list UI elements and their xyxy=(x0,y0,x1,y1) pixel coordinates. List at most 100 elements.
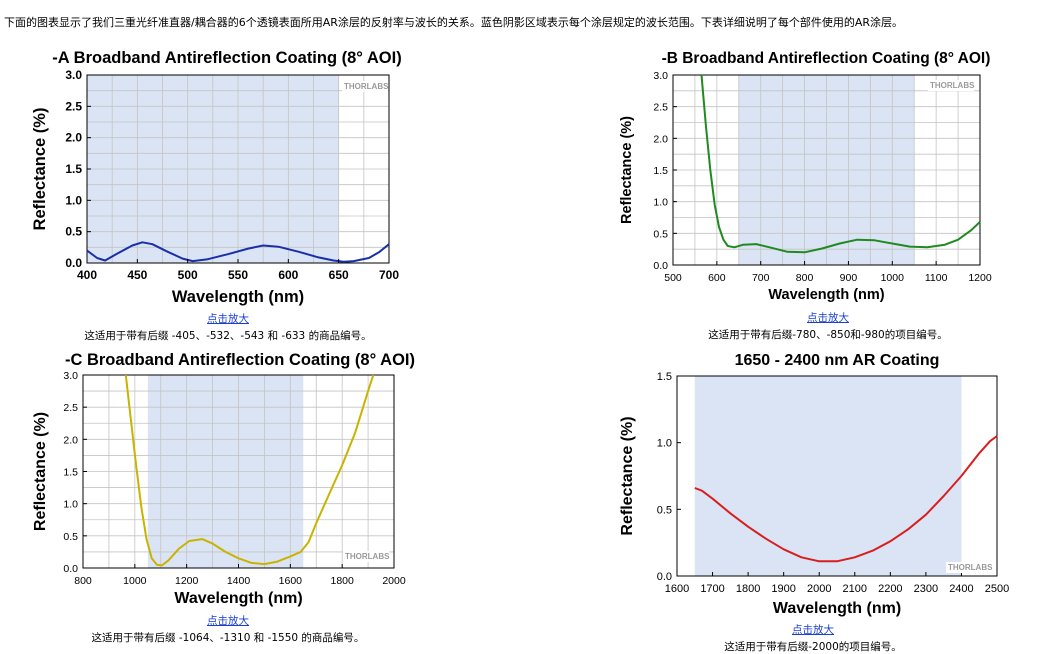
caption-note-c: 这适用于带有后缀 -1064、-1310 和 -1550 的商品编号。 xyxy=(91,632,365,644)
chart-panel-b: 500 600 700 800 900 1000 1100 1200 0.0 0.5 1.0 1.5 2… xyxy=(600,40,1040,320)
x-tick-label: 2400 xyxy=(949,583,973,595)
y-tick-label: 1.5 xyxy=(653,165,668,177)
x-tick-label: 400 xyxy=(77,268,97,282)
x-axis-label: Wavelength (nm) xyxy=(174,590,302,607)
y-tick-label: 2.0 xyxy=(65,131,82,145)
x-axis-label: Wavelength (nm) xyxy=(172,288,304,306)
x-tick-label: 650 xyxy=(329,268,349,282)
series-line xyxy=(700,74,981,254)
x-tick-label: 1000 xyxy=(123,575,147,587)
thorlabs-watermark: THORLABS xyxy=(948,563,993,572)
x-tick-label: 1700 xyxy=(700,583,724,595)
x-tick-label: 1400 xyxy=(227,575,251,587)
x-tick-label: 700 xyxy=(379,268,399,282)
watermark-background xyxy=(342,81,388,92)
x-tick-label: 600 xyxy=(278,268,298,282)
caption-a: 点击放大 这适用于带有后缀 -405、-532、-543 和 -633 的商品编… xyxy=(40,311,416,343)
y-tick-label: 3.0 xyxy=(63,370,78,382)
x-tick-label: 1600 xyxy=(279,575,303,587)
watermark-background xyxy=(343,551,389,562)
x-tick-label: 1600 xyxy=(665,583,689,595)
x-tick-label: 2500 xyxy=(985,583,1009,595)
chart-title: -C Broadband Antireflection Coating (8° … xyxy=(65,351,415,369)
caption-note-b: 这适用于带有后缀-780、-850和-980的项目编号。 xyxy=(708,329,948,341)
watermark-background xyxy=(928,80,974,91)
x-tick-label: 2100 xyxy=(843,583,867,595)
x-tick-label: 2300 xyxy=(914,583,938,595)
enlarge-link-d[interactable]: 点击放大 xyxy=(792,624,834,636)
chart-c: 800 1000 1200 1400 1600 1800 2000 0.0 0.5 1.0 1.5 2… xyxy=(32,351,415,607)
x-axis-label: Wavelength (nm) xyxy=(773,600,901,617)
chart-title: -B Broadband Antireflection Coating (8° … xyxy=(662,50,991,67)
x-tick-label: 1200 xyxy=(968,272,992,284)
y-tick-label: 3.0 xyxy=(65,68,82,82)
chart-title: -A Broadband Antireflection Coating (8° … xyxy=(52,49,401,67)
y-tick-label: 0.5 xyxy=(653,228,668,240)
y-tick-label: 2.5 xyxy=(653,102,668,114)
x-tick-label: 1800 xyxy=(736,583,760,595)
y-tick-label: 0.0 xyxy=(653,260,668,272)
x-tick-label: 700 xyxy=(752,272,770,284)
chart-d: 1600 1700 1800 1900 2000 2100 2200 2300 2400 2500… xyxy=(619,352,1009,617)
x-tick-label: 1000 xyxy=(881,272,905,284)
y-axis-label: Reflectance (%) xyxy=(31,108,49,231)
y-tick-label: 0.5 xyxy=(657,504,672,516)
x-tick-label: 900 xyxy=(840,272,858,284)
y-axis-label: Reflectance (%) xyxy=(619,116,635,224)
x-tick-label: 500 xyxy=(178,268,198,282)
x-tick-label: 800 xyxy=(796,272,814,284)
y-tick-label: 0.5 xyxy=(65,225,82,239)
y-tick-label: 0.0 xyxy=(657,571,672,583)
y-tick-label: 1.0 xyxy=(653,197,668,209)
y-tick-label: 2.5 xyxy=(63,402,78,414)
y-axis-label: Reflectance (%) xyxy=(619,416,636,535)
x-tick-label: 550 xyxy=(228,268,248,282)
caption-note-a: 这适用于带有后缀 -405、-532、-543 和 -633 的商品编号。 xyxy=(84,330,372,342)
series-line xyxy=(694,435,998,563)
plot-frame xyxy=(676,375,998,577)
y-tick-label: 2.0 xyxy=(653,133,668,145)
enlarge-link-c[interactable]: 点击放大 xyxy=(207,615,249,627)
intro-text: 下面的图表显示了我们三重光纤准直器/耦合器的6个透镜表面所用AR涂层的反射率与波… xyxy=(4,16,904,29)
caption-d: 点击放大 这适用于带有后缀-2000的项目编号。 xyxy=(625,622,1001,654)
watermark-background xyxy=(946,562,992,573)
series-line xyxy=(86,241,390,263)
x-tick-label: 2000 xyxy=(807,583,831,595)
y-tick-label: 1.5 xyxy=(63,467,78,479)
x-tick-label: 1100 xyxy=(925,272,948,284)
shaded-range xyxy=(694,376,962,576)
y-tick-label: 0.0 xyxy=(63,563,78,575)
x-tick-label: 1900 xyxy=(771,583,795,595)
y-tick-label: 2.5 xyxy=(65,99,82,113)
enlarge-link-b[interactable]: 点击放大 xyxy=(807,312,849,324)
x-tick-label: 500 xyxy=(664,272,682,284)
thorlabs-watermark: THORLABS xyxy=(930,81,975,90)
thorlabs-watermark: THORLABS xyxy=(344,82,389,91)
x-tick-label: 450 xyxy=(127,268,147,282)
chart-b: 500 600 700 800 900 1000 1100 1200 0.0 0.5 1.0 1.5 2… xyxy=(619,50,992,303)
caption-c: 点击放大 这适用于带有后缀 -1064、-1310 和 -1550 的商品编号。 xyxy=(40,613,416,645)
y-tick-label: 1.0 xyxy=(63,499,78,511)
y-tick-label: 0.5 xyxy=(63,531,78,543)
x-tick-label: 600 xyxy=(708,272,726,284)
y-tick-label: 1.5 xyxy=(65,162,82,176)
y-tick-label: 0.0 xyxy=(65,256,82,270)
x-tick-label: 1200 xyxy=(175,575,199,587)
x-tick-label: 1800 xyxy=(330,575,354,587)
x-tick-label: 800 xyxy=(74,575,92,587)
chart-panel-c: 800 1000 1200 1400 1600 1800 2000 0.0 0.5 1.0 1.5 2… xyxy=(0,345,460,615)
x-tick-label: 2200 xyxy=(878,583,902,595)
y-tick-label: 3.0 xyxy=(653,70,668,82)
x-axis-label: Wavelength (nm) xyxy=(768,287,884,303)
thorlabs-watermark: THORLABS xyxy=(345,552,390,561)
y-tick-label: 1.5 xyxy=(657,371,672,383)
y-tick-label: 1.0 xyxy=(65,193,82,207)
enlarge-link-a[interactable]: 点击放大 xyxy=(207,313,249,325)
chart-panel-d: 1600 1700 1800 1900 2000 2100 2200 2300 2400 2500… xyxy=(600,345,1040,620)
caption-b: 点击放大 这适用于带有后缀-780、-850和-980的项目编号。 xyxy=(640,310,1016,342)
chart-panel-a: 400 450 500 550 600 650 700 0.0 0.5 1.0 1.5 2.0 2.5 3… xyxy=(0,40,460,320)
y-tick-label: 2.0 xyxy=(63,434,78,446)
caption-note-d: 这适用于带有后缀-2000的项目编号。 xyxy=(724,641,902,653)
chart-title: 1650 - 2400 nm AR Coating xyxy=(735,352,940,369)
series-line xyxy=(124,374,375,567)
